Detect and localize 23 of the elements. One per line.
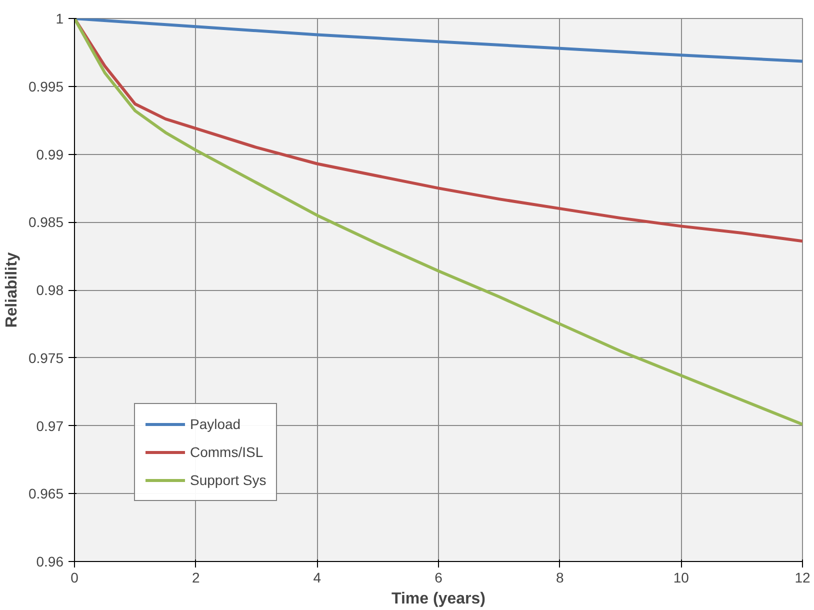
y-tick-label: 0.97 <box>36 418 64 434</box>
line-series <box>74 18 802 243</box>
x-tick-label: 0 <box>70 570 79 586</box>
y-tick-label: 0.965 <box>28 486 64 502</box>
y-tick-label: 0.99 <box>36 146 64 162</box>
x-tick-label: 12 <box>794 570 810 586</box>
y-tick-label: 0.975 <box>28 350 64 366</box>
x-tick-label: 4 <box>313 570 322 586</box>
x-tick-label: 6 <box>434 570 443 586</box>
y-tick-label: 0.995 <box>28 78 64 94</box>
legend-label: Comms/ISL <box>190 444 264 460</box>
x-axis-title: Time (years) <box>392 590 486 608</box>
legend-label: Support Sys <box>190 472 266 488</box>
line-series <box>74 18 802 63</box>
y-tick-label: 0.96 <box>36 554 64 570</box>
legend-label: Payload <box>190 416 241 432</box>
x-tick-label: 10 <box>673 570 690 586</box>
y-tick-label: 0.985 <box>28 214 64 230</box>
x-tick-label: 2 <box>192 570 200 586</box>
y-tick-label: 0.98 <box>36 282 64 298</box>
y-tick-label: 1 <box>56 10 64 26</box>
x-tick-label: 8 <box>556 570 564 586</box>
y-axis-title: Reliability <box>3 252 20 328</box>
